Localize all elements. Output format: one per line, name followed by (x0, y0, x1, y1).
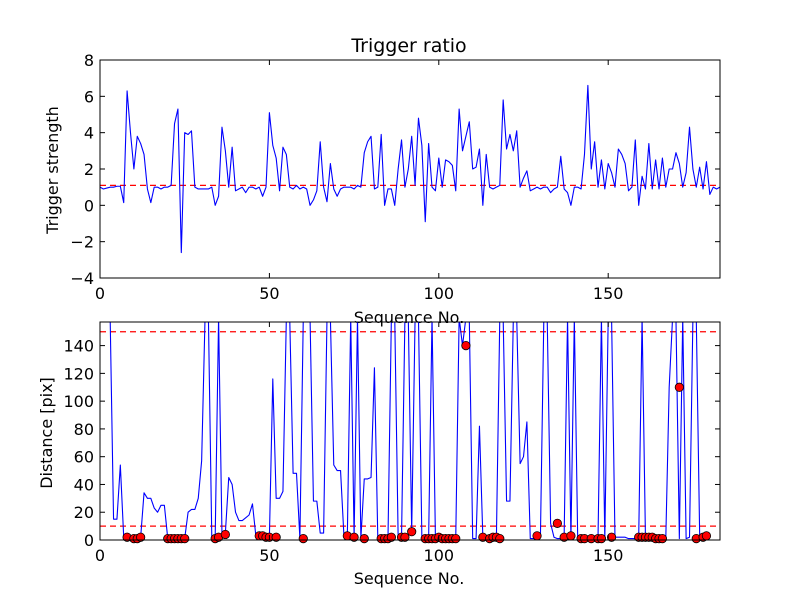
x-axis-label: Sequence No. (354, 308, 465, 327)
x-tick-label: 100 (424, 284, 455, 303)
data-point (606, 532, 617, 542)
y-tick-label: 0 (84, 531, 94, 550)
chart-title: Trigger ratio (350, 35, 466, 57)
x-tick-label: 50 (259, 284, 279, 303)
x-tick-label: 0 (95, 284, 105, 303)
data-point (532, 531, 542, 541)
x-tick-label: 150 (593, 546, 624, 565)
y-tick-label: 4 (84, 124, 94, 143)
data-point (566, 531, 576, 541)
plot-area: 0 50 100 150 −4 −2 0 2 4 6 8 (70, 51, 721, 303)
data-point (451, 534, 461, 544)
data-point (674, 382, 684, 392)
data-point (461, 341, 471, 351)
y-tick-label: 40 (74, 475, 94, 494)
y-tick-label: 6 (84, 87, 94, 106)
x-tick-label: 50 (259, 546, 279, 565)
y-tick-label: 8 (84, 51, 94, 70)
x-tick-label: 0 (95, 546, 105, 565)
data-point (596, 534, 607, 544)
y-axis-label: Distance [pix] (37, 377, 56, 489)
y-tick-label: 2 (84, 160, 94, 179)
plot-area: 0 50 100 150 0 20 40 60 80 100 120 140 (63, 321, 721, 565)
data-point (136, 532, 146, 542)
x-axis-label: Sequence No. (354, 569, 465, 588)
data-point (386, 532, 396, 542)
data-point (359, 534, 369, 544)
x-tick-label: 100 (424, 546, 455, 565)
y-tick-label: 60 (74, 448, 94, 467)
data-point (271, 532, 281, 542)
data-point (407, 527, 417, 537)
y-tick-label: 100 (63, 392, 94, 411)
data-point (349, 532, 359, 542)
y-tick-label: 120 (63, 364, 94, 383)
plot-inner (100, 322, 720, 540)
x-tick-label: 150 (593, 284, 624, 303)
y-tick-label: 20 (74, 503, 94, 522)
data-point (400, 532, 410, 542)
data-point (552, 518, 562, 528)
y-tick-label: −4 (70, 269, 94, 288)
data-point (180, 534, 190, 544)
y-tick-label: 140 (63, 337, 94, 356)
series-line (109, 322, 710, 540)
axes-frame (99, 321, 721, 541)
data-point (701, 531, 712, 541)
data-point (298, 534, 308, 544)
y-tick-label: 80 (74, 420, 94, 439)
data-point (220, 529, 230, 540)
y-axis-label: Trigger strength (43, 106, 62, 235)
y-tick-label: −2 (70, 233, 94, 252)
series-line (100, 84, 720, 254)
data-point (657, 534, 668, 544)
data-point (495, 534, 505, 544)
plot-inner (100, 84, 720, 254)
y-tick-label: 0 (84, 196, 94, 215)
distance-chart: 0 50 100 150 0 20 40 60 80 100 120 140 Sequence No.… (37, 321, 721, 588)
